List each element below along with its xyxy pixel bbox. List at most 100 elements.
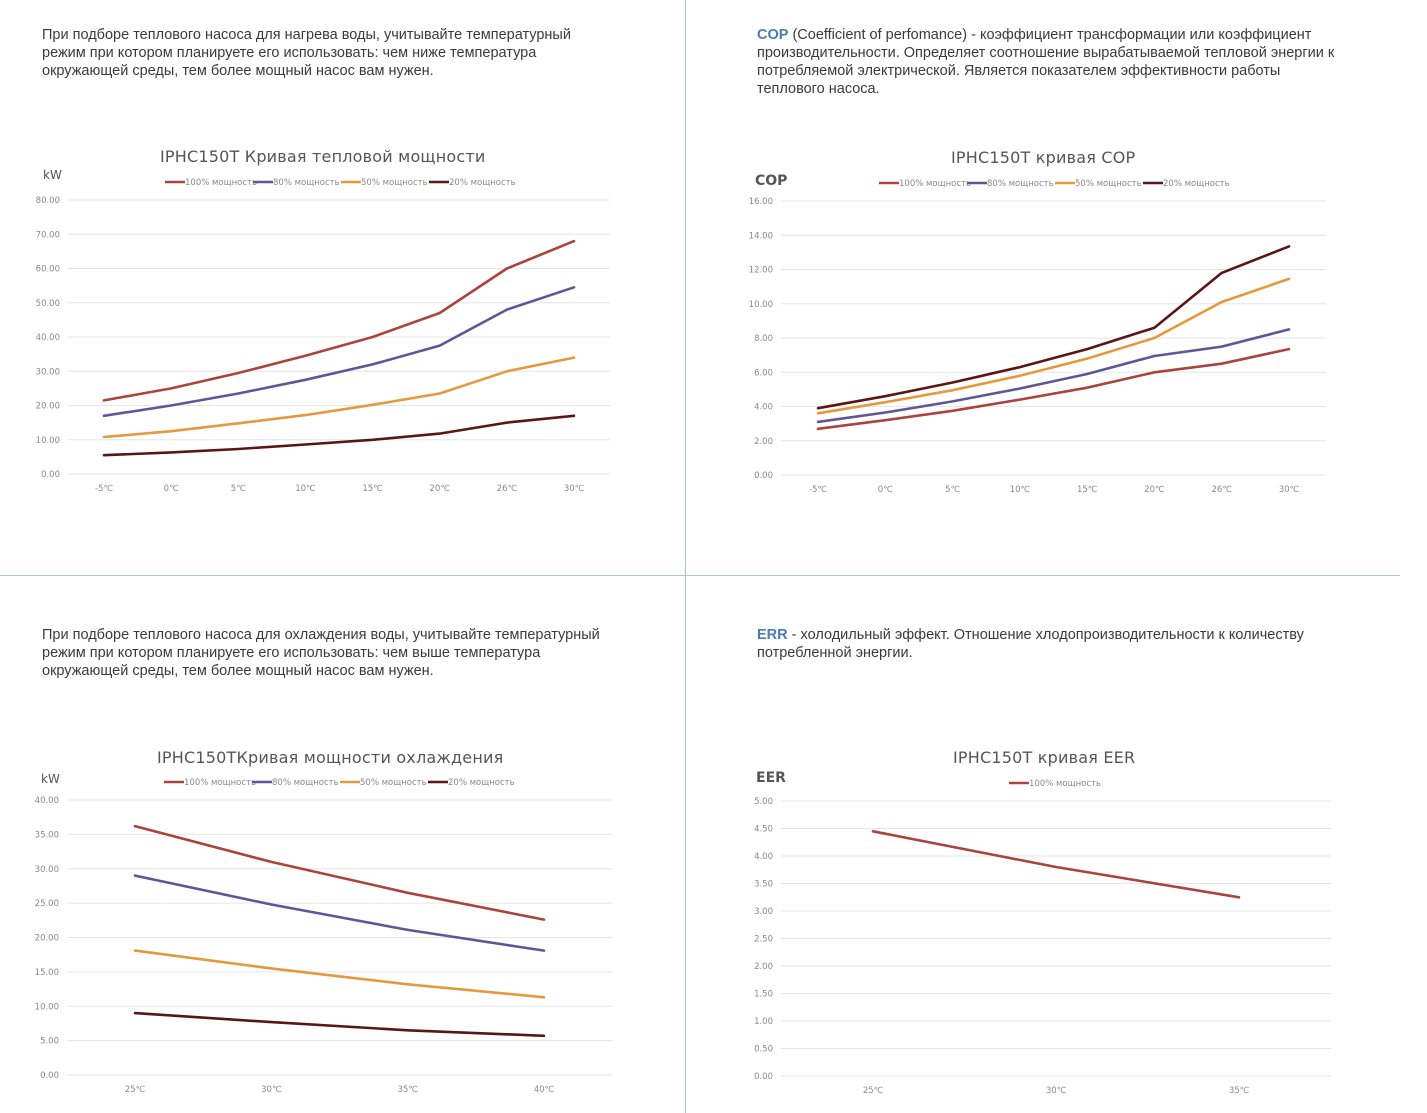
y-tick-label: 0.00 (754, 471, 773, 481)
eer-chart-title: IPHC150T кривая EER (953, 748, 1136, 767)
y-tick-label: 60.00 (36, 265, 60, 275)
x-tick-label: 25℃ (863, 1086, 884, 1096)
x-tick-label: 30℃ (1046, 1086, 1067, 1096)
y-tick-label: 15.00 (35, 968, 59, 978)
y-tick-label: 14.00 (749, 231, 773, 241)
y-tick-label: 1.00 (754, 1017, 773, 1027)
series-line (133, 824, 546, 921)
legend-label: 50% мощность (1075, 179, 1142, 189)
series-line (133, 874, 546, 952)
eer-chart: 0.00 0.50 1.00 1.50 2.00 2.50 3.00 3.50 4.00 4.50… (754, 779, 1331, 1096)
series-line (102, 356, 576, 439)
y-tick-label: 12.00 (749, 266, 773, 276)
legend-label: 20% мощность (1163, 179, 1230, 189)
legend-label: 50% мощность (360, 778, 427, 788)
series-line (816, 245, 1291, 410)
cooling-description: При подборе теплового насоса для охлажде… (42, 626, 602, 680)
legend-label: 20% мощность (449, 178, 516, 188)
x-tick-label: 5℃ (231, 484, 246, 494)
y-tick-label: 40.00 (36, 333, 60, 343)
x-tick-label: 20℃ (430, 484, 451, 494)
legend-label: 80% мощность (273, 178, 340, 188)
x-tick-label: 0℃ (878, 485, 893, 495)
y-tick-label: 3.50 (754, 880, 773, 890)
cooling-chart-title: IPHC150TКривая мощности охлаждения (157, 748, 504, 767)
y-tick-label: 2.50 (754, 935, 773, 945)
cooling-unit-label: kW (41, 772, 60, 786)
x-tick-label: 26℃ (1212, 485, 1233, 495)
y-tick-label: 0.00 (754, 1072, 773, 1082)
y-tick-label: 30.00 (36, 367, 60, 377)
legend-label: 100% мощность (899, 179, 971, 189)
x-tick-label: 26℃ (497, 484, 518, 494)
y-tick-label: 10.00 (36, 436, 60, 446)
y-tick-label: 30.00 (35, 865, 59, 875)
y-tick-label: 5.00 (40, 1037, 59, 1047)
x-tick-label: 40℃ (534, 1085, 555, 1095)
legend-label: 100% мощность (1029, 779, 1101, 789)
y-tick-label: 6.00 (754, 368, 773, 378)
cop-chart: 0.00 2.00 4.00 6.00 8.00 10.00 12.00 14.00 16.00… (749, 179, 1326, 495)
x-tick-label: 0℃ (164, 484, 179, 494)
x-tick-label: 15℃ (362, 484, 383, 494)
eer-term: ERR (757, 627, 788, 643)
heating-chart-title: IPHC150T Кривая тепловой мощности (160, 147, 486, 166)
series-line (133, 949, 546, 999)
legend-label: 100% мощность (184, 778, 256, 788)
y-tick-label: 10.00 (749, 300, 773, 310)
legend-label: 100% мощность (185, 178, 257, 188)
y-tick-label: 0.00 (41, 470, 60, 480)
y-tick-label: 70.00 (36, 230, 60, 240)
y-tick-label: 16.00 (749, 197, 773, 207)
series-line (871, 829, 1241, 899)
eer-description-text: - холодильный эффект. Отношение хлодопро… (757, 627, 1304, 661)
y-tick-label: 8.00 (754, 334, 773, 344)
y-tick-label: 80.00 (36, 196, 60, 206)
legend-label: 20% мощность (448, 778, 515, 788)
x-tick-label: -5℃ (95, 484, 113, 494)
y-tick-label: 40.00 (35, 796, 59, 806)
x-tick-label: 25℃ (125, 1085, 146, 1095)
cop-chart-title: IPHC150T кривая COP (951, 148, 1136, 167)
series-line (816, 347, 1291, 431)
y-tick-label: 4.00 (754, 403, 773, 413)
cop-description-text: (Coefficient of perfomance) - коэффициен… (757, 27, 1335, 97)
y-tick-label: 50.00 (36, 299, 60, 309)
cop-description: COP (Coefficient of perfomance) - коэффи… (757, 26, 1337, 98)
y-tick-label: 0.00 (40, 1071, 59, 1081)
horizontal-divider (0, 575, 1400, 576)
x-tick-label: 5℃ (945, 485, 960, 495)
eer-description: ERR - холодильный эффект. Отношение хлод… (757, 626, 1357, 662)
cop-term: COP (757, 27, 789, 43)
cop-unit-label: COP (755, 173, 788, 189)
y-tick-label: 4.50 (754, 825, 773, 835)
x-tick-label: 10℃ (1010, 485, 1031, 495)
x-tick-label: 15℃ (1077, 485, 1098, 495)
heating-description: При подборе теплового насоса для нагрева… (42, 26, 602, 80)
y-tick-label: 3.00 (754, 907, 773, 917)
legend-label: 50% мощность (361, 178, 428, 188)
y-tick-label: 25.00 (35, 899, 59, 909)
eer-unit-label: EER (756, 770, 786, 786)
y-tick-label: 35.00 (35, 830, 59, 840)
y-tick-label: 0.50 (754, 1045, 773, 1055)
x-tick-label: 20℃ (1144, 485, 1165, 495)
series-line (102, 286, 576, 418)
y-tick-label: 2.00 (754, 437, 773, 447)
x-tick-label: 35℃ (397, 1085, 418, 1095)
series-line (816, 328, 1291, 424)
y-tick-label: 20.00 (36, 402, 60, 412)
vertical-divider (685, 0, 686, 1113)
x-tick-label: 30℃ (261, 1085, 282, 1095)
x-tick-label: -5℃ (809, 485, 827, 495)
series-line (816, 277, 1291, 415)
y-tick-label: 4.00 (754, 852, 773, 862)
y-tick-label: 20.00 (35, 934, 59, 944)
cooling-description-text: При подборе теплового насоса для охлажде… (42, 627, 600, 679)
series-line (102, 239, 576, 402)
y-tick-label: 1.50 (754, 990, 773, 1000)
cooling-chart: 0.00 5.00 10.00 15.00 20.00 25.00 30.00 35.00 40… (35, 778, 612, 1095)
x-tick-label: 30℃ (1279, 485, 1300, 495)
y-tick-label: 10.00 (35, 1002, 59, 1012)
series-line (102, 414, 576, 457)
